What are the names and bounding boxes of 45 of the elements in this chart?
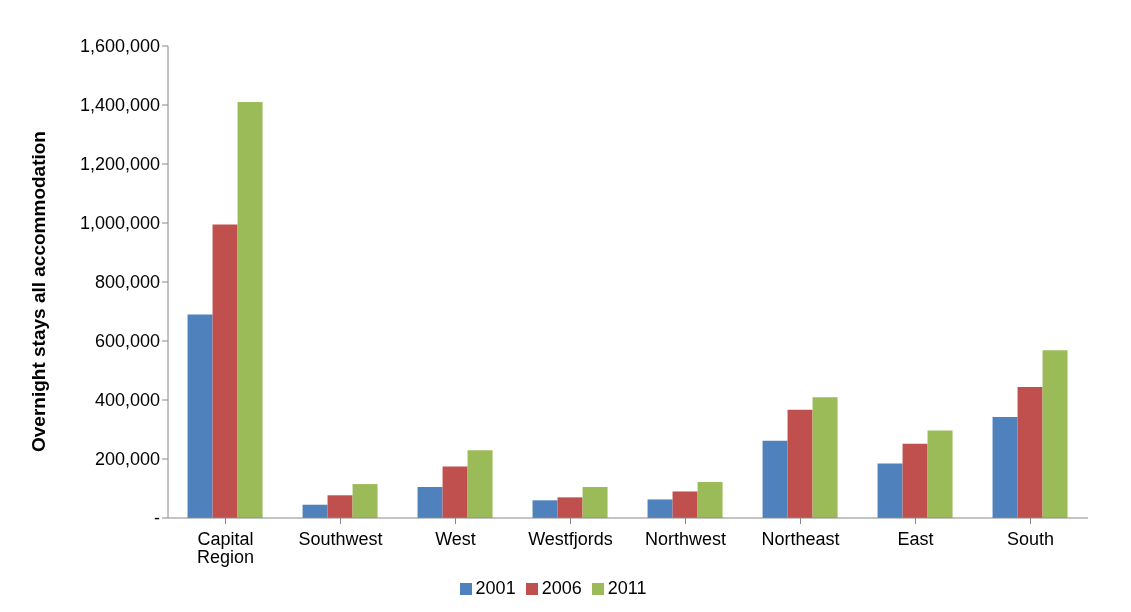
bar bbox=[237, 102, 263, 518]
y-tick-label: 1,600,000 bbox=[79, 36, 160, 57]
bar bbox=[352, 484, 378, 518]
bar bbox=[557, 497, 583, 518]
y-axis-title: Overnight stays all accommodation bbox=[27, 131, 49, 452]
x-tick-label: Northwest bbox=[644, 528, 727, 549]
bar bbox=[1017, 387, 1043, 518]
legend-label: 2006 bbox=[541, 578, 582, 598]
legend-label: 2001 bbox=[475, 578, 516, 598]
bar bbox=[212, 224, 238, 518]
legend-label: 2011 bbox=[607, 578, 647, 598]
bar bbox=[927, 430, 953, 518]
bar bbox=[1042, 350, 1068, 518]
bar bbox=[787, 409, 813, 518]
bar bbox=[902, 443, 928, 518]
bar bbox=[532, 500, 558, 518]
y-tick-label: 200,000 bbox=[94, 449, 160, 470]
x-tick-label: Westfjords bbox=[528, 528, 613, 549]
bar bbox=[582, 487, 608, 518]
bar bbox=[877, 463, 903, 518]
bar bbox=[647, 499, 673, 518]
x-tick-label: Capital Region bbox=[196, 528, 255, 567]
y-tick-label: 800,000 bbox=[94, 272, 160, 293]
y-tick-label: 1,200,000 bbox=[79, 154, 160, 175]
x-tick-label: West bbox=[435, 528, 476, 549]
bar bbox=[327, 495, 353, 518]
x-tick-label: South bbox=[1006, 528, 1055, 549]
y-tick-label: 1,400,000 bbox=[79, 95, 160, 116]
bar bbox=[187, 314, 213, 518]
bar bbox=[417, 487, 443, 518]
bar bbox=[697, 482, 723, 518]
y-tick-label: 400,000 bbox=[94, 390, 160, 411]
bar bbox=[302, 504, 328, 518]
y-tick-label: 1,000,000 bbox=[79, 213, 160, 234]
bar bbox=[467, 450, 493, 518]
bar bbox=[762, 440, 788, 518]
x-tick-label: Southwest bbox=[298, 528, 383, 549]
y-tick-label: - bbox=[154, 508, 160, 529]
bar bbox=[442, 466, 468, 518]
bar bbox=[992, 417, 1018, 518]
x-tick-label: East bbox=[897, 528, 934, 549]
bar bbox=[672, 491, 698, 518]
y-tick-label: 600,000 bbox=[94, 331, 160, 352]
x-tick-label: Northeast bbox=[761, 528, 840, 549]
bar bbox=[812, 397, 838, 518]
